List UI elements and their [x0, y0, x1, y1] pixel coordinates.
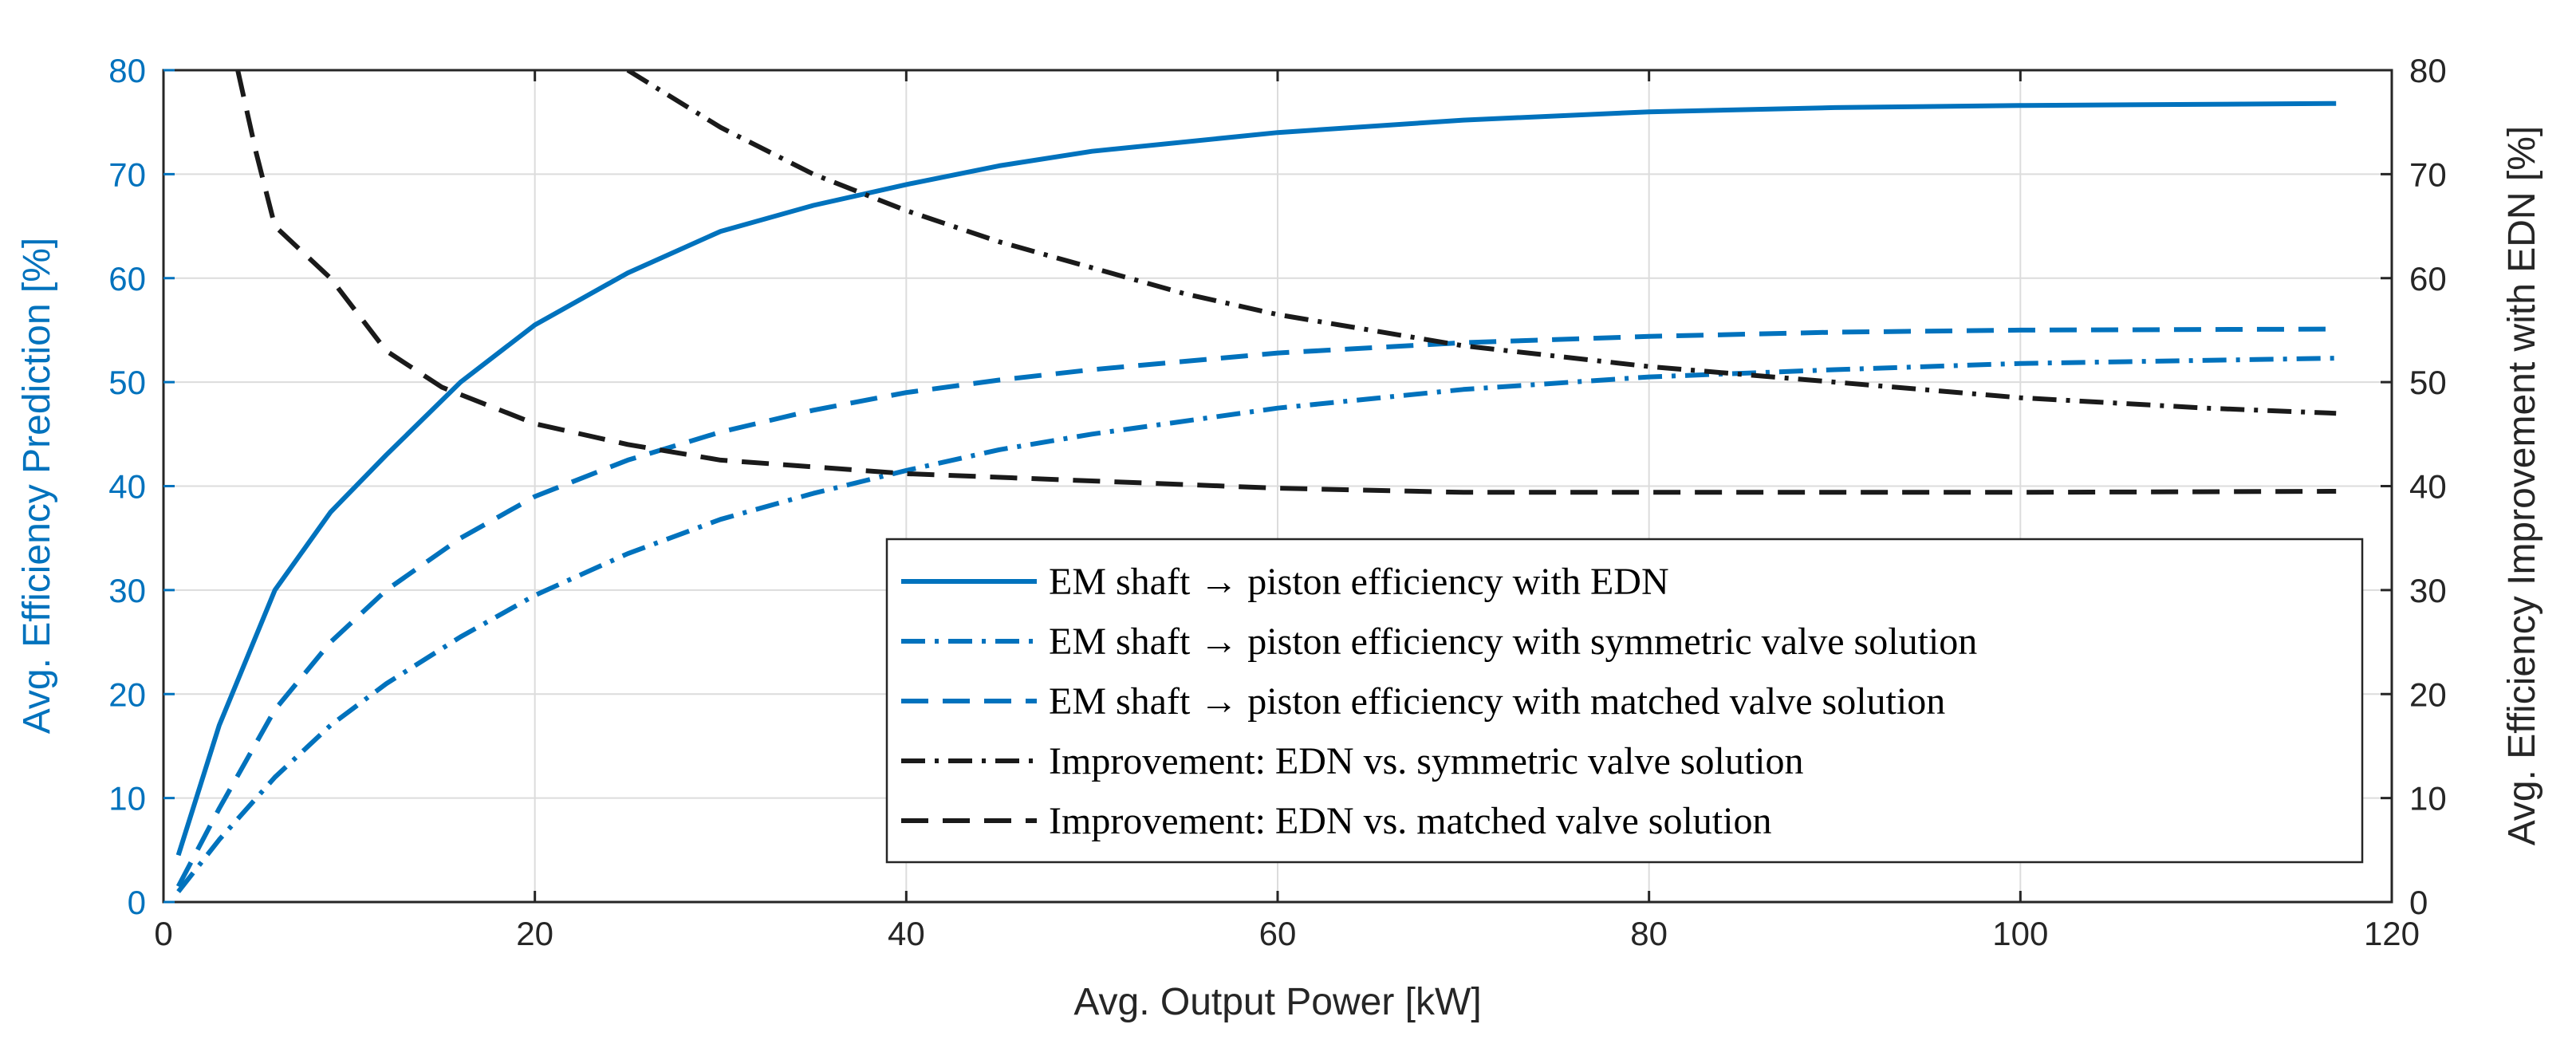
series-line-3 — [175, 326, 2337, 888]
y-left-tick-label: 80 — [108, 52, 146, 89]
y-left-tick-label: 60 — [108, 260, 146, 297]
y-right-tick-label: 30 — [2409, 572, 2447, 609]
legend-label-4: Improvement: EDN vs. symmetric valve sol… — [1049, 740, 1804, 782]
y-right-tick-label: 70 — [2409, 156, 2447, 193]
y-left-tick-label: 0 — [128, 884, 146, 921]
y-left-tick-label: 20 — [108, 676, 146, 713]
y-axis-label-left: Avg. Efficiency Prediction [%] — [16, 238, 58, 735]
y-right-tick-label: 60 — [2409, 260, 2447, 297]
legend-label-3: EM shaft → piston efficiency with matche… — [1049, 680, 1945, 723]
series-line-2 — [176, 356, 2337, 893]
y-right-tick-label: 50 — [2409, 364, 2447, 401]
y-right-tick-label: 10 — [2409, 780, 2447, 817]
y-right-tick-label: 20 — [2409, 676, 2447, 713]
y-left-tick-label: 50 — [108, 364, 146, 401]
y-left-tick-label: 40 — [108, 468, 146, 506]
x-axis-label: Avg. Output Power [kW] — [1073, 981, 1481, 1023]
x-tick-label: 100 — [1992, 915, 2048, 952]
x-tick-label: 80 — [1630, 915, 1668, 952]
x-tick-label: 40 — [888, 915, 925, 952]
y-left-tick-label: 10 — [108, 780, 146, 817]
legend-label-2: EM shaft → piston efficiency with symmet… — [1049, 620, 1977, 663]
y-right-tick-label: 0 — [2409, 884, 2428, 921]
x-tick-label: 60 — [1259, 915, 1297, 952]
legend: EM shaft → piston efficiency with EDN EM … — [885, 538, 2364, 864]
series-line-1 — [175, 100, 2337, 857]
series-lines — [175, 70, 2337, 893]
y-right-tick-label: 80 — [2409, 52, 2447, 89]
series-line-4 — [626, 70, 2337, 416]
x-tick-label: 0 — [154, 915, 172, 952]
y-left-tick-label: 70 — [108, 156, 146, 193]
ticks: 0 20 40 60 80 100 1200102030405060708001020304… — [108, 52, 2446, 952]
x-tick-label: 20 — [516, 915, 553, 952]
y-left-tick-label: 30 — [108, 572, 146, 609]
y-right-tick-label: 40 — [2409, 468, 2447, 506]
legend-label-5: Improvement: EDN vs. matched valve solut… — [1049, 800, 1771, 842]
x-tick-label: 120 — [2364, 915, 2420, 952]
legend-label-1: EM shaft → piston efficiency with EDN — [1049, 561, 1669, 603]
series-line-5 — [235, 70, 2337, 495]
y-axis-label-right: Avg. Efficiency Improvement with EDN [%] — [2501, 126, 2543, 846]
legend-box — [885, 538, 2364, 864]
